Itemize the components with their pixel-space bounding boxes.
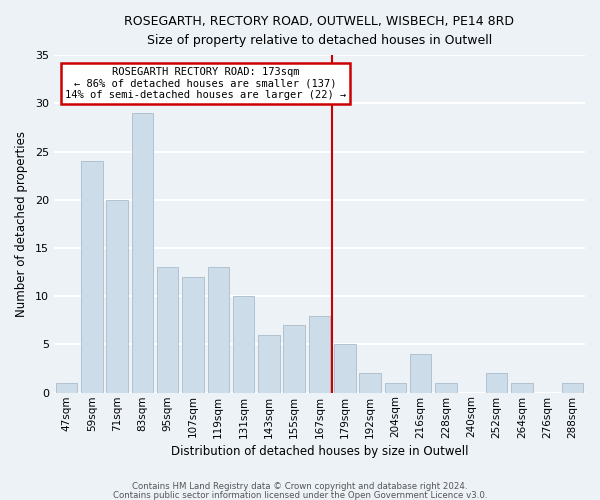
Title: ROSEGARTH, RECTORY ROAD, OUTWELL, WISBECH, PE14 8RD
Size of property relative to: ROSEGARTH, RECTORY ROAD, OUTWELL, WISBEC… [124, 15, 514, 47]
Bar [258, 335, 280, 392]
Bar [233, 296, 254, 392]
Bar [435, 383, 457, 392]
Bar [182, 277, 204, 392]
X-axis label: Distribution of detached houses by size in Outwell: Distribution of detached houses by size … [171, 444, 468, 458]
Bar [562, 383, 583, 392]
Text: ROSEGARTH RECTORY ROAD: 173sqm
← 86% of detached houses are smaller (137)
14% of: ROSEGARTH RECTORY ROAD: 173sqm ← 86% of … [65, 66, 346, 100]
Bar [56, 383, 77, 392]
Bar [208, 268, 229, 392]
Bar [410, 354, 431, 393]
Text: Contains public sector information licensed under the Open Government Licence v3: Contains public sector information licen… [113, 490, 487, 500]
Bar [309, 316, 330, 392]
Bar [283, 325, 305, 392]
Bar [81, 161, 103, 392]
Bar [385, 383, 406, 392]
Bar [106, 200, 128, 392]
Bar [131, 113, 153, 392]
Bar [511, 383, 533, 392]
Bar [359, 374, 381, 392]
Bar [157, 268, 178, 392]
Text: Contains HM Land Registry data © Crown copyright and database right 2024.: Contains HM Land Registry data © Crown c… [132, 482, 468, 491]
Bar [486, 374, 507, 392]
Bar [334, 344, 356, 393]
Y-axis label: Number of detached properties: Number of detached properties [15, 131, 28, 317]
